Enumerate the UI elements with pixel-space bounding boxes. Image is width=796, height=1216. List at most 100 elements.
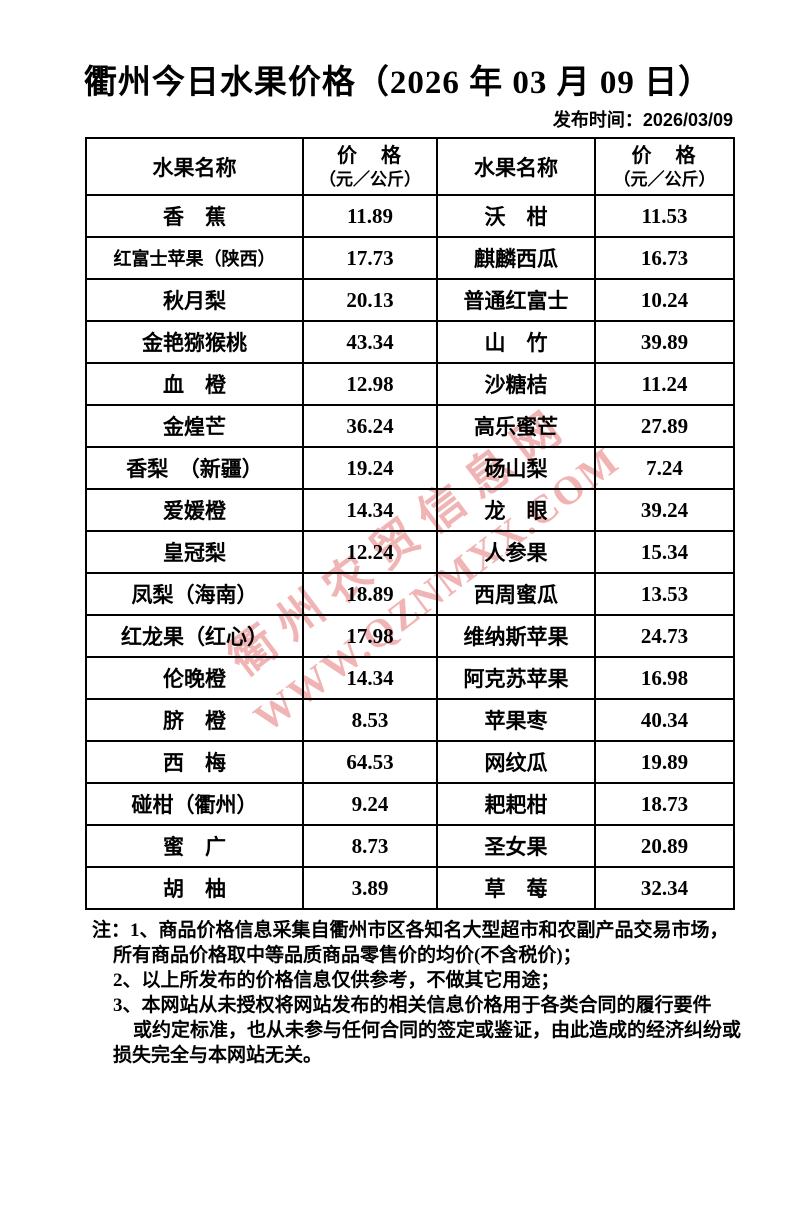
table-row: 伦晚橙 14.34 阿克苏苹果 16.98 (85, 656, 735, 700)
table-row: 金煌芒 36.24 高乐蜜芒 27.89 (85, 404, 735, 448)
price-cell: 20.13 (302, 278, 438, 322)
table-row: 胡 柚 3.89 草 莓 32.34 (85, 866, 735, 910)
price-cell: 24.73 (594, 614, 735, 658)
fruit-name-cell: 沃 柑 (436, 194, 596, 238)
price-cell: 3.89 (302, 866, 438, 910)
notes: 注：1、商品价格信息采集自衢州市区各知名大型超市和农副产品交易市场， 所有商品价… (85, 918, 753, 1068)
fruit-name-cell: 香梨 （新疆） (85, 446, 304, 490)
fruit-name-cell: 红龙果（红心） (85, 614, 304, 658)
fruit-name-cell: 山 竹 (436, 320, 596, 364)
header-price-right: 价 格 （元／公斤） (594, 137, 735, 196)
fruit-name-cell: 金艳猕猴桃 (85, 320, 304, 364)
table-row: 红龙果（红心） 17.98 维纳斯苹果 24.73 (85, 614, 735, 658)
fruit-name-cell: 圣女果 (436, 824, 596, 868)
price-cell: 18.89 (302, 572, 438, 616)
price-cell: 12.24 (302, 530, 438, 574)
price-table: 水果名称 价 格 （元／公斤） 水果名称 价 格 （元／公斤） 香 蕉 11.89… (85, 137, 735, 910)
price-cell: 32.34 (594, 866, 735, 910)
table-row: 皇冠梨 12.24 人参果 15.34 (85, 530, 735, 574)
header-fruit-name-left: 水果名称 (85, 137, 304, 196)
fruit-name-cell: 碰柑（衢州） (85, 782, 304, 826)
table-row: 香梨 （新疆） 19.24 砀山梨 7.24 (85, 446, 735, 490)
fruit-name-cell: 阿克苏苹果 (436, 656, 596, 700)
price-cell: 8.73 (302, 824, 438, 868)
price-cell: 19.89 (594, 740, 735, 784)
fruit-name-cell: 凤梨（海南） (85, 572, 304, 616)
price-cell: 43.34 (302, 320, 438, 364)
fruit-name-cell: 秋月梨 (85, 278, 304, 322)
price-cell: 19.24 (302, 446, 438, 490)
header-price-left: 价 格 （元／公斤） (302, 137, 438, 196)
fruit-name-cell: 红富士苹果（陕西） (85, 236, 304, 280)
note-line: 3、本网站从未授权将网站发布的相关信息价格用于各类合同的履行要件 (113, 995, 712, 1016)
fruit-name-cell: 蜜 广 (85, 824, 304, 868)
price-cell: 13.53 (594, 572, 735, 616)
note-line: 注：1、商品价格信息采集自衢州市区各知名大型超市和农副产品交易市场， (92, 920, 729, 941)
price-cell: 9.24 (302, 782, 438, 826)
price-cell: 17.73 (302, 236, 438, 280)
table-row: 西 梅 64.53 网纹瓜 19.89 (85, 740, 735, 784)
header-price-unit: （元／公斤） (613, 170, 716, 189)
fruit-name-cell: 西 梅 (85, 740, 304, 784)
publish-time: 发布时间：2026/03/09 (552, 110, 733, 130)
fruit-name-cell: 草 莓 (436, 866, 596, 910)
table-row: 碰柑（衢州） 9.24 耙耙柑 18.73 (85, 782, 735, 826)
table-row: 香 蕉 11.89 沃 柑 11.53 (85, 194, 735, 238)
price-cell: 10.24 (594, 278, 735, 322)
price-cell: 16.98 (594, 656, 735, 700)
note-line: 2、以上所发布的价格信息仅供参考，不做其它用途； (113, 970, 560, 991)
fruit-name-cell: 网纹瓜 (436, 740, 596, 784)
table-row: 秋月梨 20.13 普通红富士 10.24 (85, 278, 735, 322)
price-cell: 12.98 (302, 362, 438, 406)
price-cell: 14.34 (302, 488, 438, 532)
price-cell: 17.98 (302, 614, 438, 658)
fruit-name-cell: 麒麟西瓜 (436, 236, 596, 280)
fruit-name-cell: 人参果 (436, 530, 596, 574)
fruit-name-cell: 维纳斯苹果 (436, 614, 596, 658)
fruit-name-cell: 苹果枣 (436, 698, 596, 742)
price-cell: 11.24 (594, 362, 735, 406)
page-title: 衢州今日水果价格（2026 年 03 月 09 日） (83, 65, 713, 101)
price-cell: 27.89 (594, 404, 735, 448)
table-row: 红富士苹果（陕西） 17.73 麒麟西瓜 16.73 (85, 236, 735, 280)
note-line: 损失完全与本网站无关。 (113, 1045, 323, 1066)
fruit-name-cell: 伦晚橙 (85, 656, 304, 700)
price-cell: 20.89 (594, 824, 735, 868)
header-price-label: 价 格 (631, 145, 698, 167)
price-cell: 36.24 (302, 404, 438, 448)
note-line: 或约定标准，也从未参与任何合同的签定或鉴证，由此造成的经济纠纷或 (133, 1020, 742, 1041)
price-cell: 15.34 (594, 530, 735, 574)
price-cell: 11.53 (594, 194, 735, 238)
fruit-name-cell: 西周蜜瓜 (436, 572, 596, 616)
price-cell: 39.89 (594, 320, 735, 364)
price-cell: 8.53 (302, 698, 438, 742)
price-cell: 7.24 (594, 446, 735, 490)
fruit-name-cell: 香 蕉 (85, 194, 304, 238)
fruit-name-cell: 皇冠梨 (85, 530, 304, 574)
table-row: 蜜 广 8.73 圣女果 20.89 (85, 824, 735, 868)
table-row: 金艳猕猴桃 43.34 山 竹 39.89 (85, 320, 735, 364)
header-price-label: 价 格 (337, 145, 403, 167)
page: { "page": { "title": "衢州今日水果价格（2026 年 03… (0, 62, 796, 1216)
fruit-name-cell: 高乐蜜芒 (436, 404, 596, 448)
price-cell: 18.73 (594, 782, 735, 826)
fruit-name-cell: 普通红富士 (436, 278, 596, 322)
price-table-body: 香 蕉 11.89 沃 柑 11.53 红富士苹果（陕西） 17.73 麒麟西瓜 16.73 秋… (85, 194, 735, 910)
price-cell: 11.89 (302, 194, 438, 238)
table-row: 凤梨（海南） 18.89 西周蜜瓜 13.53 (85, 572, 735, 616)
fruit-name-cell: 沙糖桔 (436, 362, 596, 406)
fruit-name-cell: 砀山梨 (436, 446, 596, 490)
fruit-name-cell: 爱媛橙 (85, 488, 304, 532)
table-row: 爱媛橙 14.34 龙 眼 39.24 (85, 488, 735, 532)
table-header-row: 水果名称 价 格 （元／公斤） 水果名称 价 格 （元／公斤） (85, 137, 735, 196)
fruit-name-cell: 血 橙 (85, 362, 304, 406)
price-cell: 40.34 (594, 698, 735, 742)
fruit-name-cell: 耙耙柑 (436, 782, 596, 826)
table-row: 血 橙 12.98 沙糖桔 11.24 (85, 362, 735, 406)
price-cell: 16.73 (594, 236, 735, 280)
note-line: 所有商品价格取中等品质商品零售价的均价(不含税价)； (113, 945, 582, 966)
header-fruit-name-right: 水果名称 (436, 137, 596, 196)
price-cell: 14.34 (302, 656, 438, 700)
price-cell: 39.24 (594, 488, 735, 532)
fruit-name-cell: 金煌芒 (85, 404, 304, 448)
